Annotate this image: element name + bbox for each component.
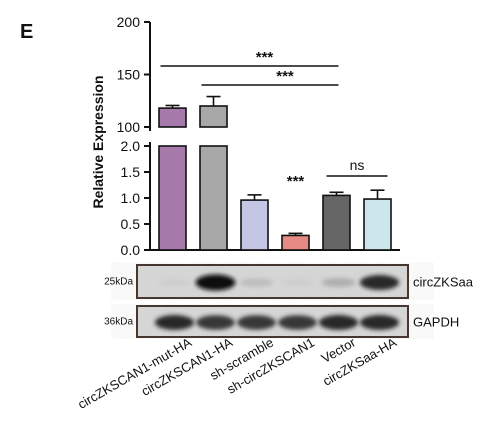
blot-band — [237, 315, 276, 330]
panel-label: E — [20, 21, 33, 43]
significance-mark: *** — [256, 49, 274, 66]
blot-band — [281, 279, 314, 286]
blot-strip: 25kDa circZKSaa — [104, 264, 474, 299]
blot-protein-label: circZKSaa — [413, 275, 474, 290]
significance-mark: *** — [287, 173, 305, 190]
significance-annotations: *********ns — [160, 49, 388, 190]
y-tick-label: 0.0 — [121, 242, 141, 258]
bar — [158, 107, 187, 128]
blot-strip: 36kDa GAPDH — [104, 305, 459, 338]
significance-mark: *** — [276, 68, 294, 85]
blot-band — [154, 315, 195, 330]
blot-band — [359, 315, 400, 330]
y-tick-label: 0.5 — [121, 216, 141, 232]
y-axis-label: Relative Expression — [90, 75, 106, 208]
category-labels: circZKSCAN1-mut-HAcircZKSCAN1-HAsh-scram… — [75, 334, 399, 412]
y-tick-label: 100 — [117, 119, 141, 135]
bar — [199, 105, 228, 128]
blot-size-label: 36kDa — [104, 317, 133, 328]
western-blots: 25kDa circZKSaa 36kDa GAPDH — [104, 264, 474, 338]
significance-mark: ns — [350, 157, 365, 173]
blot-protein-label: GAPDH — [413, 315, 459, 330]
axes: 100 150 200 0.0 0.5 1.0 1.5 2.0 — [117, 14, 400, 258]
blot-band — [321, 278, 356, 287]
blot-band — [158, 279, 191, 286]
bar — [199, 145, 228, 251]
y-tick-label: 150 — [117, 67, 141, 83]
blot-band — [359, 275, 400, 290]
bars — [158, 95, 392, 251]
y-tick-label: 1.5 — [121, 164, 141, 180]
blot-band — [239, 278, 274, 287]
bar — [158, 145, 187, 251]
bar — [363, 198, 392, 251]
y-tick-label: 1.0 — [121, 190, 141, 206]
blot-band — [318, 315, 359, 330]
blot-band — [196, 315, 235, 330]
y-tick-label: 200 — [117, 14, 141, 30]
y-tick-label: 2.0 — [121, 138, 141, 154]
bar — [322, 194, 351, 251]
bar — [240, 199, 269, 251]
blot-band — [278, 315, 317, 330]
blot-size-label: 25kDa — [104, 277, 133, 288]
bar — [281, 234, 310, 251]
blot-band — [195, 274, 236, 291]
